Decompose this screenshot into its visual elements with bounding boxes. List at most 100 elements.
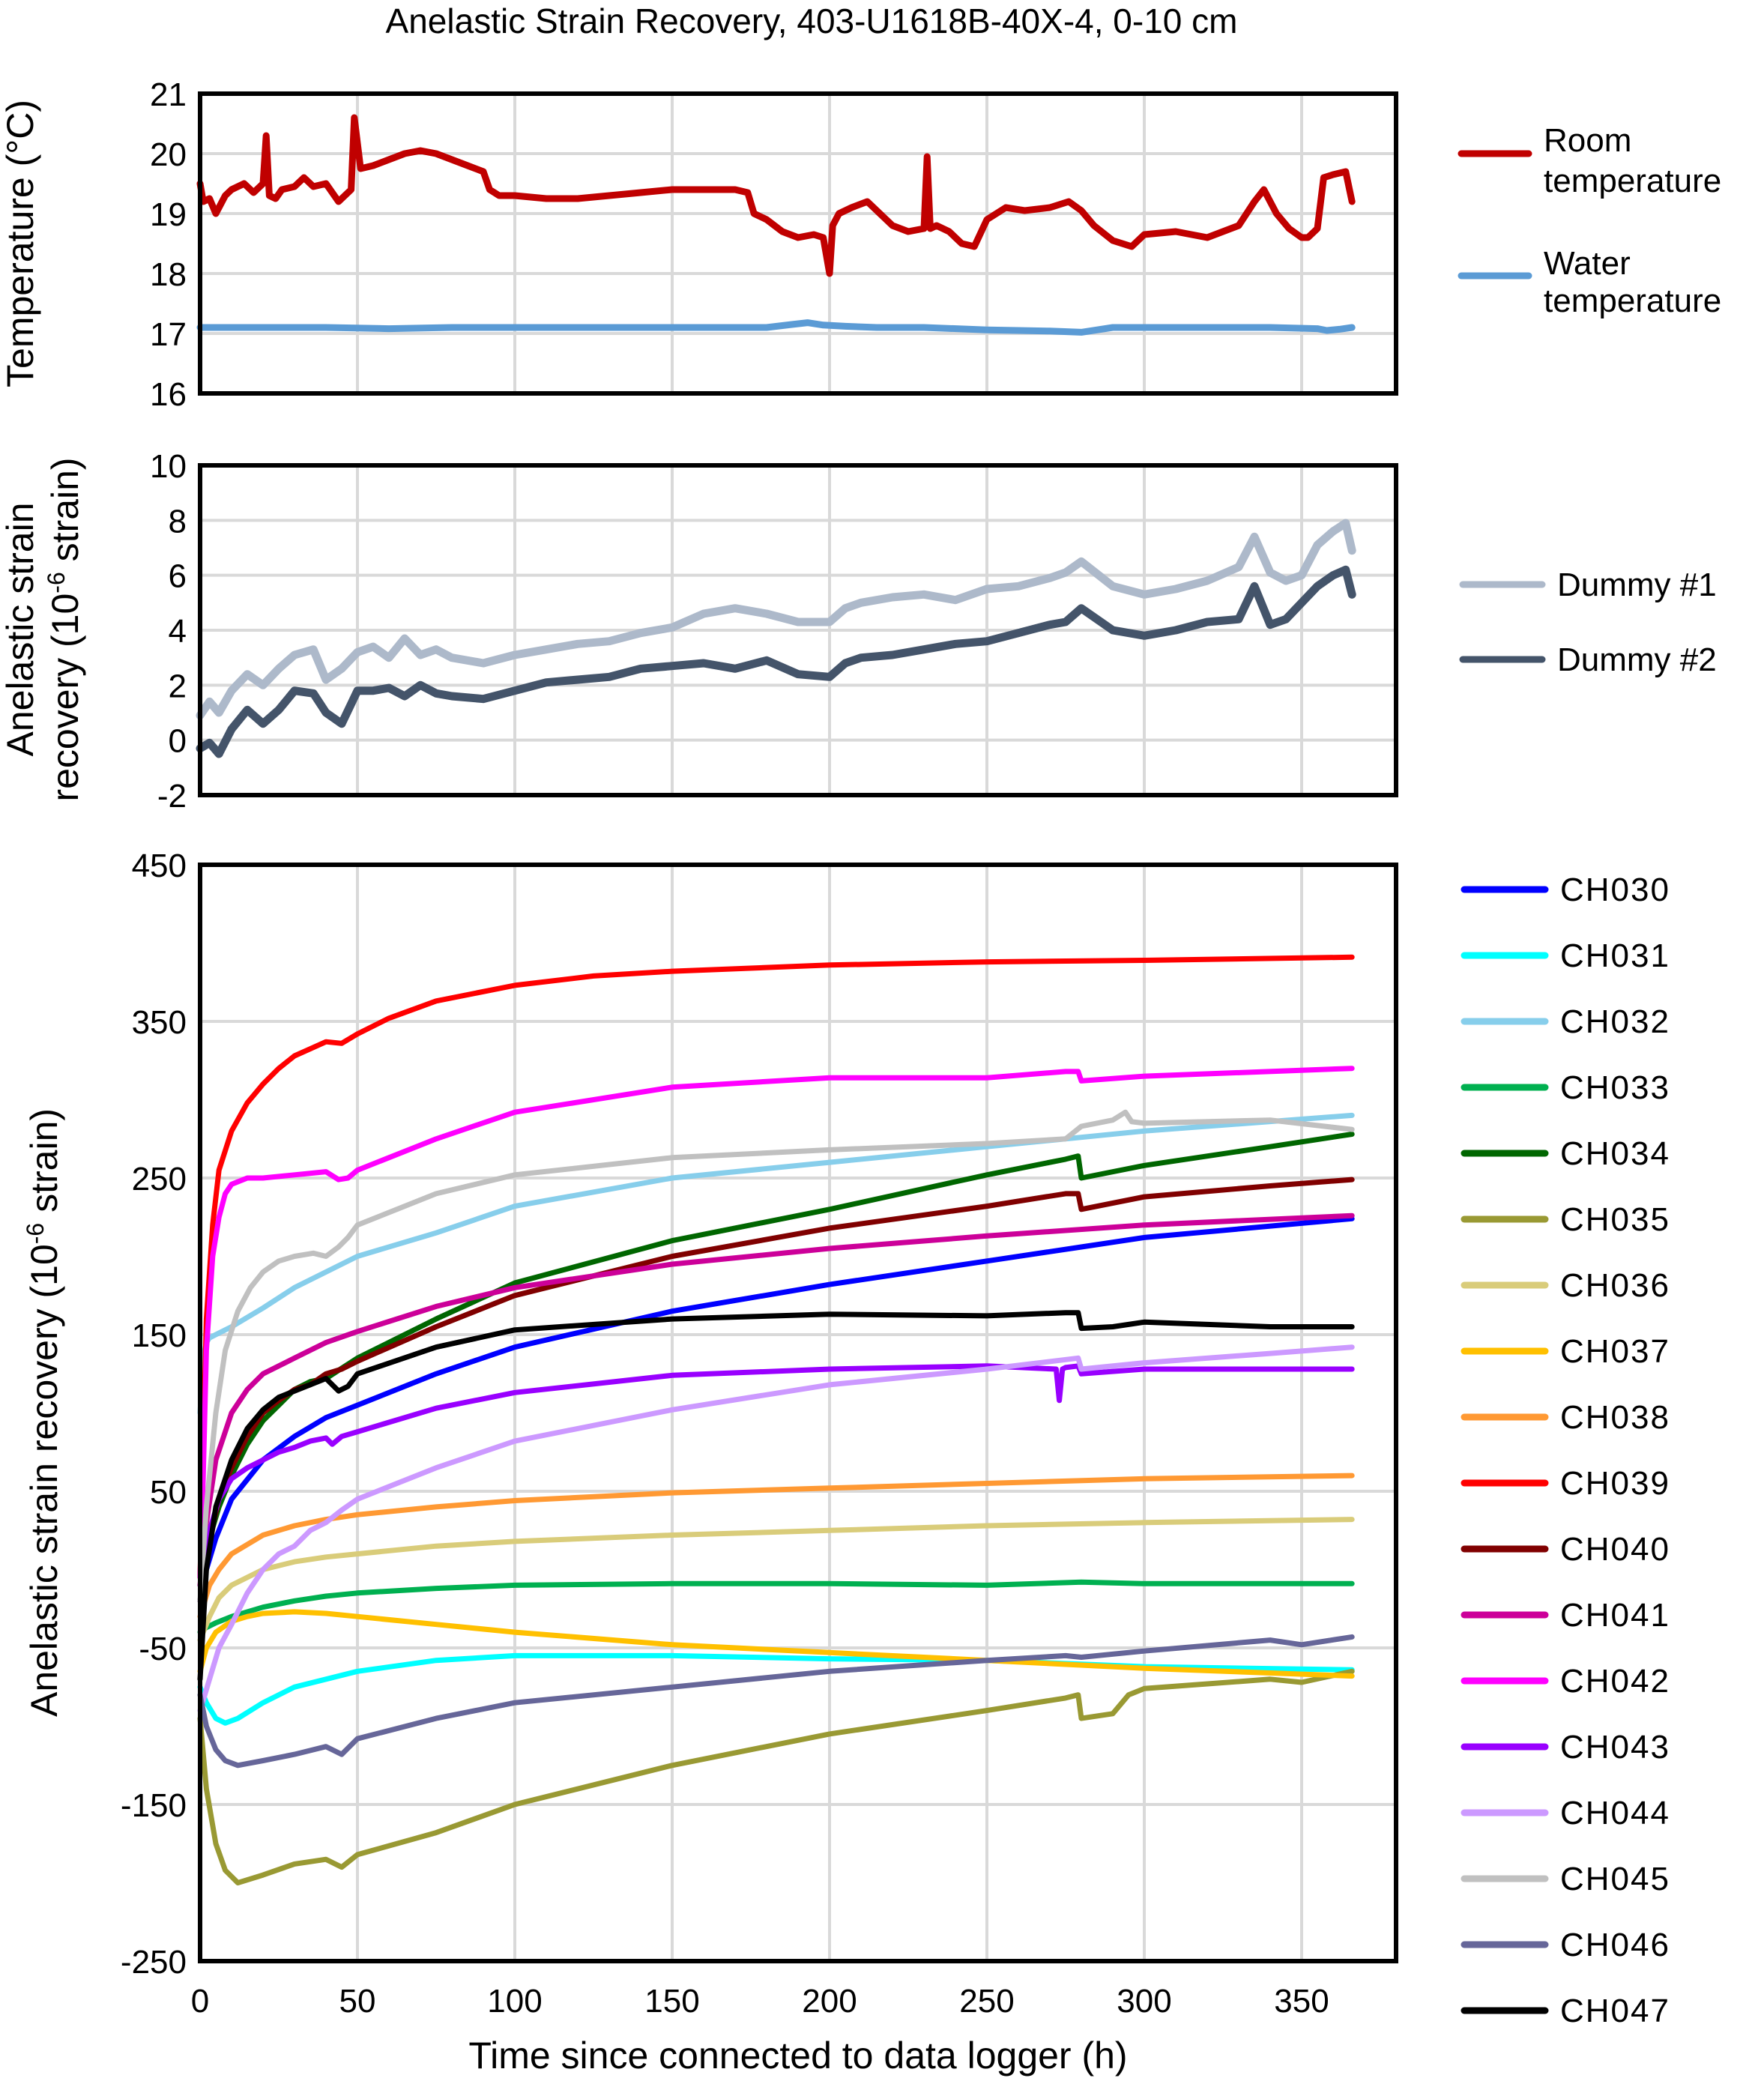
- series-line-ch041: [197, 1212, 1355, 1588]
- legend-item: CH041: [1461, 1597, 1670, 1634]
- legend-item: CH036: [1461, 1267, 1669, 1304]
- legend-label: CH034: [1560, 1135, 1670, 1172]
- legend-item: Dummy #1: [1459, 567, 1717, 603]
- channels-y-ticks: -250 -150 -50 50 150 250 350 450: [121, 848, 187, 1981]
- y-tick-label: 250: [132, 1161, 187, 1197]
- channels-x-ticks: 0 50 100 150 200 250 300 350: [191, 1983, 1329, 2020]
- y-tick-label: 450: [132, 848, 187, 884]
- dummy-series: [196, 519, 1356, 758]
- legend-label: Dummy #2: [1557, 641, 1717, 678]
- temperature-y-ticks: 16 17 18 19 20 21: [150, 76, 187, 413]
- legend-label: CH031: [1560, 937, 1670, 974]
- y-tick-label: 4: [169, 613, 187, 650]
- series-line-ch037: [197, 1609, 1355, 1679]
- legend-label: CH037: [1560, 1333, 1670, 1370]
- legend-label: CH043: [1560, 1729, 1670, 1766]
- series-line-dummy-1: [196, 519, 1356, 720]
- dummy-y-axis-title: Anelastic strain recovery (10-6 strain): [0, 457, 86, 801]
- y-tick-label: 10: [150, 448, 187, 485]
- series-line-ch031: [197, 1652, 1355, 1726]
- y-tick-label: 19: [150, 196, 187, 233]
- channels-plot-frame: [198, 863, 1398, 1963]
- legend-item: CH044: [1461, 1795, 1670, 1831]
- legend-item: CH039: [1461, 1465, 1669, 1502]
- series-line-ch042: [197, 1066, 1355, 1580]
- dummy-y-axis-title-suffix: strain): [44, 457, 86, 572]
- channels-legend: CH030 CH031 CH032 CH033 CH034 CH035 CH036 CH037…: [1461, 872, 1670, 2029]
- dummy-y-axis-title-prefix: recovery (10: [44, 594, 86, 802]
- y-tick-label: -2: [157, 778, 187, 815]
- dummy-legend: Dummy #1 Dummy #2: [1459, 567, 1717, 678]
- y-tick-label: 16: [150, 376, 187, 413]
- series-line-ch036: [197, 1517, 1355, 1643]
- temperature-panel: 16 17 18 19 20 21 Temperature (°C) Room temper…: [0, 76, 1721, 413]
- series-line-ch047: [197, 1310, 1355, 1682]
- y-tick-label: -250: [121, 1944, 187, 1981]
- y-tick-label: -150: [121, 1787, 187, 1824]
- legend-item: CH035: [1461, 1201, 1669, 1238]
- legend-item: CH034: [1461, 1135, 1670, 1172]
- legend-label: CH032: [1560, 1003, 1670, 1040]
- series-line-ch035: [197, 1668, 1355, 1885]
- legend-label: temperature: [1544, 163, 1721, 199]
- y-tick-label: 6: [169, 558, 187, 595]
- legend-item: Room temperature: [1458, 122, 1721, 199]
- series-line-ch043: [197, 1363, 1355, 1604]
- x-axis-title: Time since connected to data logger (h): [468, 2035, 1127, 2077]
- y-tick-label: 17: [150, 316, 187, 353]
- legend-label: CH044: [1560, 1795, 1670, 1831]
- legend-item: CH047: [1461, 1993, 1669, 2029]
- legend-label: CH040: [1560, 1531, 1670, 1568]
- x-tick-label: 250: [959, 1983, 1014, 2020]
- legend-item: CH040: [1461, 1531, 1670, 1568]
- legend-item: CH031: [1461, 937, 1670, 974]
- legend-label: Dummy #1: [1557, 567, 1717, 603]
- x-tick-label: 200: [802, 1983, 857, 2020]
- temperature-series: [196, 114, 1356, 336]
- legend-item: CH043: [1461, 1729, 1670, 1766]
- channels-y-axis-title-suffix: strain): [23, 1108, 65, 1223]
- legend-item: CH037: [1461, 1333, 1670, 1370]
- temperature-gridlines: [200, 94, 1396, 393]
- legend-label: CH042: [1560, 1663, 1670, 1700]
- x-tick-label: 0: [191, 1983, 209, 2020]
- y-tick-label: 150: [132, 1317, 187, 1354]
- legend-item: CH045: [1461, 1861, 1669, 1897]
- series-line-water-temperature: [196, 319, 1356, 336]
- legend-label: CH030: [1560, 872, 1670, 908]
- legend-item: CH030: [1461, 872, 1670, 908]
- legend-label: CH033: [1560, 1069, 1670, 1106]
- series-line-ch039: [197, 954, 1355, 1580]
- dummy-gridlines: [200, 465, 1396, 795]
- channels-y-axis-title-prefix: Anelastic strain recovery (10: [23, 1244, 65, 1717]
- dummy-y-axis-title-line1: Anelastic strain: [0, 502, 41, 756]
- series-line-ch045: [197, 1109, 1355, 1604]
- channels-y-axis-title-exponent: -6: [22, 1223, 49, 1244]
- y-tick-label: 0: [169, 723, 187, 760]
- legend-item: CH032: [1461, 1003, 1670, 1040]
- y-tick-label: 50: [150, 1474, 187, 1511]
- dummy-y-axis-title-exponent: -6: [43, 572, 70, 593]
- series-line-ch038: [197, 1473, 1355, 1619]
- legend-label: CH041: [1560, 1597, 1670, 1634]
- temperature-plot-frame: [198, 91, 1398, 396]
- x-tick-label: 100: [487, 1983, 542, 2020]
- y-tick-label: 2: [169, 668, 187, 704]
- legend-item: CH046: [1461, 1927, 1669, 1963]
- temperature-y-axis-title: Temperature (°C): [0, 100, 41, 387]
- series-line-ch046: [197, 1634, 1355, 1769]
- y-tick-label: 20: [150, 136, 187, 173]
- series-line-dummy-2: [196, 565, 1356, 758]
- legend-label: Room: [1544, 122, 1631, 159]
- channels-gridlines: [200, 865, 1396, 1961]
- series-line-ch030: [197, 1215, 1355, 1588]
- series-line-ch040: [197, 1177, 1355, 1604]
- figure-title: Anelastic Strain Recovery, 403-U1618B-40…: [386, 1, 1238, 40]
- series-line-room-temperature: [196, 114, 1356, 277]
- y-tick-label: 18: [150, 256, 187, 293]
- series-line-ch033: [197, 1579, 1355, 1635]
- legend-label: CH038: [1560, 1399, 1670, 1436]
